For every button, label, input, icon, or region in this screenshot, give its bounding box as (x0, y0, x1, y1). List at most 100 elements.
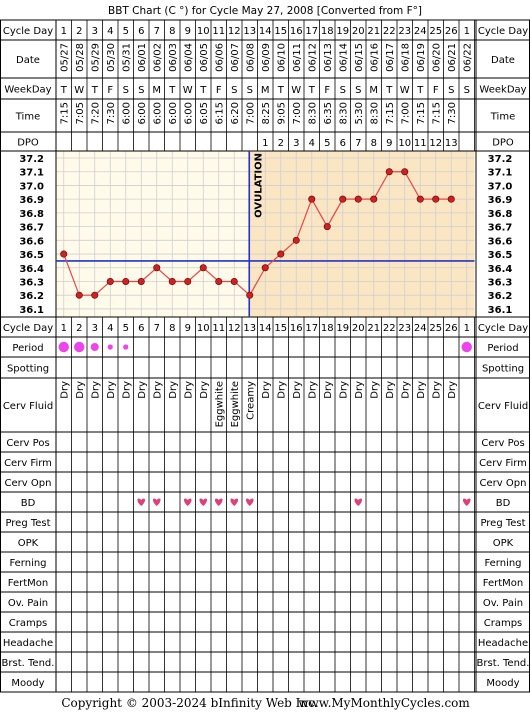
weekday-cell: W (74, 85, 84, 96)
time-cell: 6:00 (137, 102, 148, 124)
time-cell: 7:00 (245, 102, 256, 124)
cerv-fluid-cell: Dry (400, 381, 411, 399)
dpo-cell: 10 (398, 138, 411, 149)
cerv-fluid-cell: Dry (292, 381, 303, 399)
cycle-day-number: 1 (464, 26, 470, 37)
cycle-day-numbers: 1122334455667788991010111112121313141415… (61, 26, 470, 334)
dpo-cell: 6 (340, 138, 346, 149)
weekday-cell: S (231, 85, 237, 96)
weekday-cell: F (107, 85, 113, 96)
row-label-brst-tend-right: Brst. Tend. (477, 658, 530, 669)
cerv-fluid-cell: Dry (168, 381, 179, 399)
date-cell: 05/30 (106, 43, 117, 72)
cycle-day-number: 13 (243, 26, 256, 37)
row-label-cycle-day-right: Cycle Day (478, 323, 528, 334)
cycle-day-number: 2 (76, 323, 82, 334)
heart-icon (199, 498, 208, 506)
weekday-cell: T (91, 85, 99, 96)
date-cell: 06/13 (323, 43, 334, 72)
cerv-fluid-cell: Dry (106, 381, 117, 399)
time-cell: 7:15 (59, 102, 70, 124)
cycle-day-number: 4 (107, 323, 113, 334)
cycle-day-number: 26 (445, 26, 458, 37)
date-cell: 06/09 (261, 43, 272, 72)
temperature-point (370, 195, 378, 203)
cerv-fluid-cell: Dry (137, 381, 148, 399)
row-label-opk-right: OPK (493, 538, 514, 549)
cycle-day-number: 25 (429, 323, 442, 334)
cerv-fluid-cell: Dry (59, 381, 70, 399)
temperature-point (184, 277, 192, 285)
date-cell: 06/04 (183, 43, 194, 72)
row-label-cerv-fluid-right: Cerv Fluid (478, 401, 528, 412)
temperature-point (308, 195, 316, 203)
y-tick-label-left: 36.3 (19, 277, 44, 288)
row-label-cerv-opn-right: Cerv Opn (480, 478, 527, 489)
cerv-fluid-cell: Dry (90, 381, 101, 399)
date-cell: 05/29 (90, 43, 101, 72)
row-label-preg-test-right: Preg Test (480, 518, 525, 529)
weekday-cell: T (199, 85, 207, 96)
date-cell: 06/17 (385, 43, 396, 72)
cerv-fluid-cell: Dry (307, 381, 318, 399)
date-cell: 06/05 (199, 43, 210, 72)
row-label-cramps: Cramps (9, 618, 48, 629)
ovulation-label: OVULATION (253, 153, 264, 218)
row-label-cycle-day: Cycle Day (3, 323, 53, 334)
cycle-day-number: 14 (259, 26, 272, 37)
row-label-ov-pain-right: Ov. Pain (483, 598, 523, 609)
y-tick-label-left: 36.5 (19, 250, 44, 261)
period-row (58, 341, 472, 353)
temperature-point (60, 250, 68, 258)
cycle-day-number: 21 (367, 26, 380, 37)
dpo-cell: 5 (324, 138, 330, 149)
heart-icon (230, 498, 239, 506)
y-tick-label-left: 36.4 (19, 264, 44, 275)
cycle-day-number: 15 (274, 323, 287, 334)
date-cell: 05/31 (121, 43, 132, 72)
cycle-day-number: 9 (185, 26, 191, 37)
heart-icon (137, 498, 146, 506)
temperature-point (106, 277, 114, 285)
period-dot-light (123, 344, 129, 350)
cycle-day-number: 13 (243, 323, 256, 334)
cycle-day-number: 11 (212, 26, 225, 37)
heart-icon (462, 498, 471, 506)
temperature-point (168, 277, 176, 285)
row-label-headache-right: Headache (478, 638, 528, 649)
temperature-point (246, 291, 254, 299)
cycle-day-number: 10 (197, 323, 210, 334)
dpo-row: 1 2 3 4 5 6 7 8 9 10 11 12 13 (262, 138, 458, 149)
cerv-fluid-cell: Eggwhite (214, 381, 225, 427)
y-tick-label-right: 37.2 (488, 154, 513, 165)
row-label-headache: Headache (3, 638, 53, 649)
date-cell: 06/19 (416, 43, 427, 72)
heart-icon (152, 498, 161, 506)
cycle-day-number: 5 (123, 323, 129, 334)
cycle-day-number: 17 (305, 323, 318, 334)
cerv-fluid-row: Dry Dry Dry Dry Dry Dry Dry Dry Dry Dry Eggwhite Eg… (59, 381, 458, 427)
date-cell: 06/10 (276, 43, 287, 72)
cycle-day-number: 1 (61, 323, 67, 334)
y-tick-label-left: 36.9 (19, 195, 44, 206)
row-label-bd: BD (21, 498, 36, 509)
cycle-day-number: 6 (138, 26, 144, 37)
cerv-fluid-cell: Dry (276, 381, 287, 399)
weekday-cell: S (464, 85, 470, 96)
cycle-day-number: 11 (212, 323, 225, 334)
cycle-day-number: 8 (169, 26, 175, 37)
temperature-points (60, 168, 455, 299)
date-cell: 06/14 (338, 43, 349, 72)
bd-row (137, 498, 471, 506)
y-tick-label-right: 37.1 (488, 168, 513, 179)
cycle-day-number: 23 (398, 26, 411, 37)
luteal-phase-area (249, 151, 475, 317)
date-cell: 06/21 (447, 43, 458, 72)
footer-site-link[interactable]: www.MyMonthlyCycles.com (298, 696, 470, 710)
time-cell: 8:30 (307, 102, 318, 124)
row-label-weekday-right: WeekDay (479, 85, 526, 96)
cycle-day-number: 24 (414, 323, 427, 334)
y-tick-label-right: 36.4 (488, 264, 513, 275)
temperature-point (354, 195, 362, 203)
y-tick-label-right: 36.7 (488, 223, 513, 234)
